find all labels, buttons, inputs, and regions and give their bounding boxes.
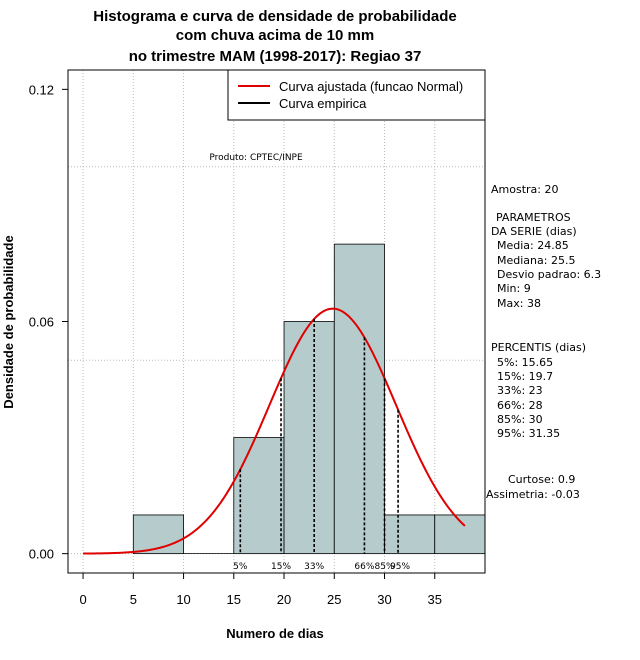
legend-label-empirical: Curva empirica [279, 96, 367, 111]
x-tick-label: 20 [277, 592, 291, 607]
percentile-label: 33% [304, 562, 324, 572]
legend-label-normal: Curva ajustada (funcao Normal) [279, 79, 463, 94]
stat-perc-title: PERCENTIS (dias) [491, 341, 586, 354]
percentile-label: 66% [354, 562, 374, 572]
legend-box [227, 69, 486, 121]
chart-title-line-3: no trimestre MAM (1998-2017): Regiao 37 [129, 48, 422, 65]
percentile-label: 85% [375, 562, 395, 572]
percentile-label: 5% [233, 562, 248, 572]
chart-title-line-1: Histograma e curva de densidade de proba… [93, 8, 456, 25]
stat-max: Max: 38 [497, 297, 541, 310]
x-tick-label: 10 [176, 592, 190, 607]
y-axis-label: Densidade de probabilidade [1, 235, 16, 408]
percentile-label: 95% [390, 562, 410, 572]
x-tick-label: 30 [377, 592, 391, 607]
x-tick-label: 35 [428, 592, 442, 607]
x-tick-label: 15 [227, 592, 241, 607]
stat-p5: 5%: 15.65 [497, 356, 553, 369]
histogram-bar [283, 321, 335, 555]
normal-curve-layer [83, 307, 466, 555]
histogram-bar [132, 514, 184, 555]
stat-min: Min: 9 [497, 282, 531, 295]
histogram-bar [384, 514, 436, 555]
x-axis-label: Numero de dias [226, 626, 324, 641]
normal-curve [83, 307, 466, 555]
stat-assimetria: Assimetria: -0.03 [486, 488, 580, 501]
stat-amostra: Amostra: 20 [491, 183, 558, 196]
x-axis-ticks: 0 5 10 15 20 25 30 35 [79, 573, 442, 607]
stat-param-title-2: DA SERIE (dias) [491, 225, 577, 238]
histogram-bars [132, 243, 486, 555]
stat-p15: 15%: 19.7 [497, 370, 553, 383]
y-tick-label: 0.00 [29, 547, 54, 562]
stat-param-title-1: PARAMETROS [496, 211, 571, 224]
histogram-bar [233, 437, 285, 555]
y-tick-label: 0.06 [29, 315, 54, 330]
stat-media: Media: 24.85 [497, 239, 569, 252]
stat-mediana: Mediana: 25.5 [497, 254, 575, 267]
percentile-label: 15% [271, 562, 291, 572]
stat-p95: 95%: 31.35 [497, 427, 560, 440]
credit-text: Produto: CPTEC/INPE [209, 153, 303, 163]
y-tick-label: 0.12 [29, 82, 54, 97]
stat-curtose: Curtose: 0.9 [508, 473, 575, 486]
chart-title-line-2: com chuva acima de 10 mm [176, 27, 374, 44]
legend: Curva ajustada (funcao Normal) Curva emp… [227, 69, 486, 121]
stat-desvio: Desvio padrao: 6.3 [497, 268, 601, 281]
stats-panel: Amostra: 20 PARAMETROS DA SERIE (dias) M… [486, 183, 601, 501]
percentile-lines: 5% 15% 33% 66% 85%95% [233, 318, 411, 572]
x-tick-label: 5 [130, 592, 137, 607]
x-tick-label: 0 [79, 592, 86, 607]
stat-p66: 66%: 28 [497, 399, 543, 412]
stat-p85: 85%: 30 [497, 413, 543, 426]
y-axis-ticks: 0.00 0.06 0.12 [29, 82, 68, 562]
histogram-bar [333, 243, 385, 555]
stat-p33: 33%: 23 [497, 384, 543, 397]
x-tick-label: 25 [327, 592, 341, 607]
